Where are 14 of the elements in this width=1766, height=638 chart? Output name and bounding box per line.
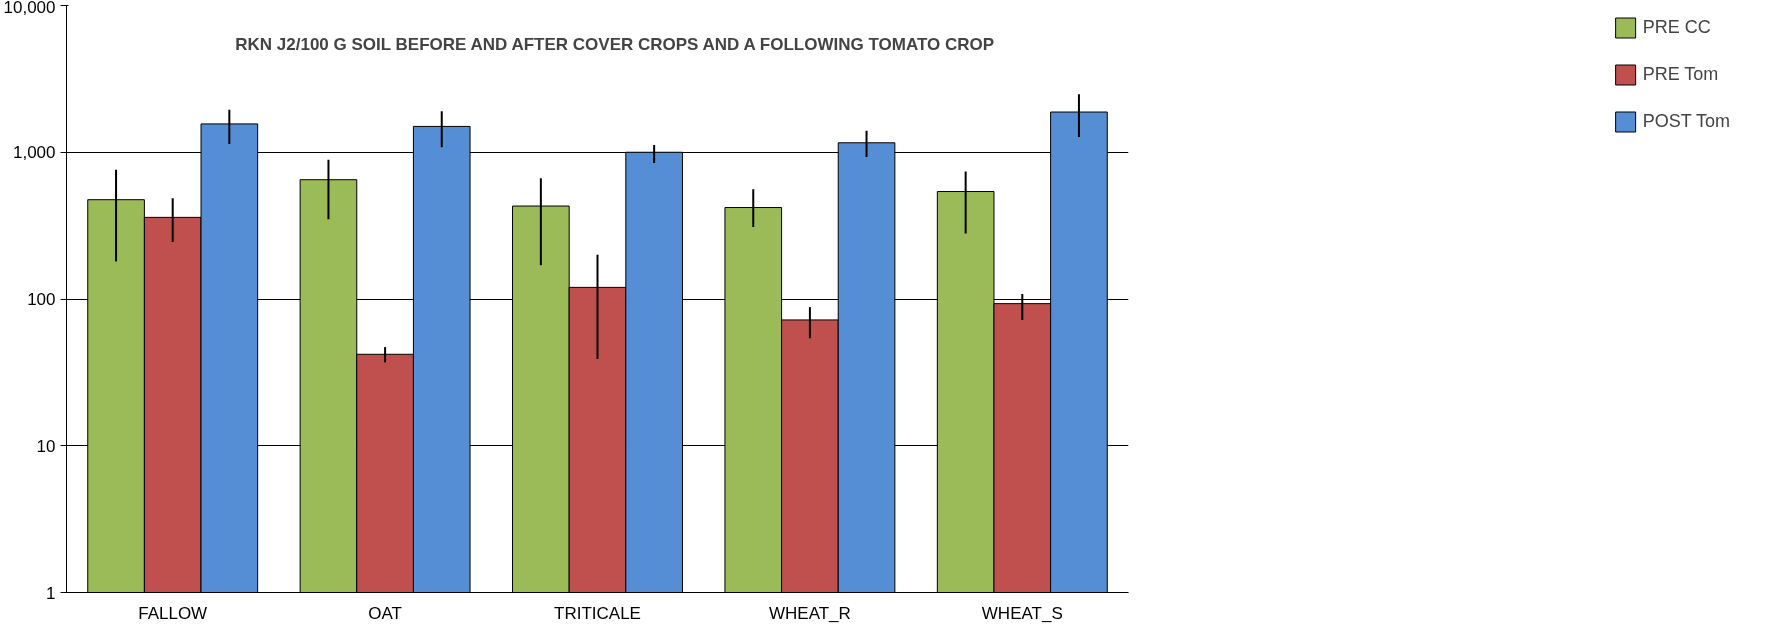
y-tick-label: 100 bbox=[27, 290, 56, 309]
x-tick-label: WHEAT_R bbox=[768, 603, 851, 623]
y-tick-label: 10,000 bbox=[3, 0, 56, 17]
x-tick-label: FALLOW bbox=[138, 603, 208, 623]
legend-label: PRE CC bbox=[1642, 17, 1711, 38]
y-tick-label: 1,000 bbox=[12, 143, 56, 163]
y-tick-label: 10 bbox=[36, 436, 56, 456]
x-tick-label: OAT bbox=[368, 603, 402, 623]
legend-label: POST Tom bbox=[1642, 111, 1730, 132]
y-tick-label: 1 bbox=[46, 583, 56, 603]
x-tick-label: TRITICALE bbox=[554, 603, 641, 623]
text: RKN J2/100 G SOIL BEFORE AND AFTER COVER CROPS AND A FOLLOWING TOMATO CROP bbox=[235, 34, 995, 54]
x-tick-label: WHEAT_S bbox=[981, 603, 1063, 623]
legend-label: PRE Tom bbox=[1642, 64, 1719, 85]
